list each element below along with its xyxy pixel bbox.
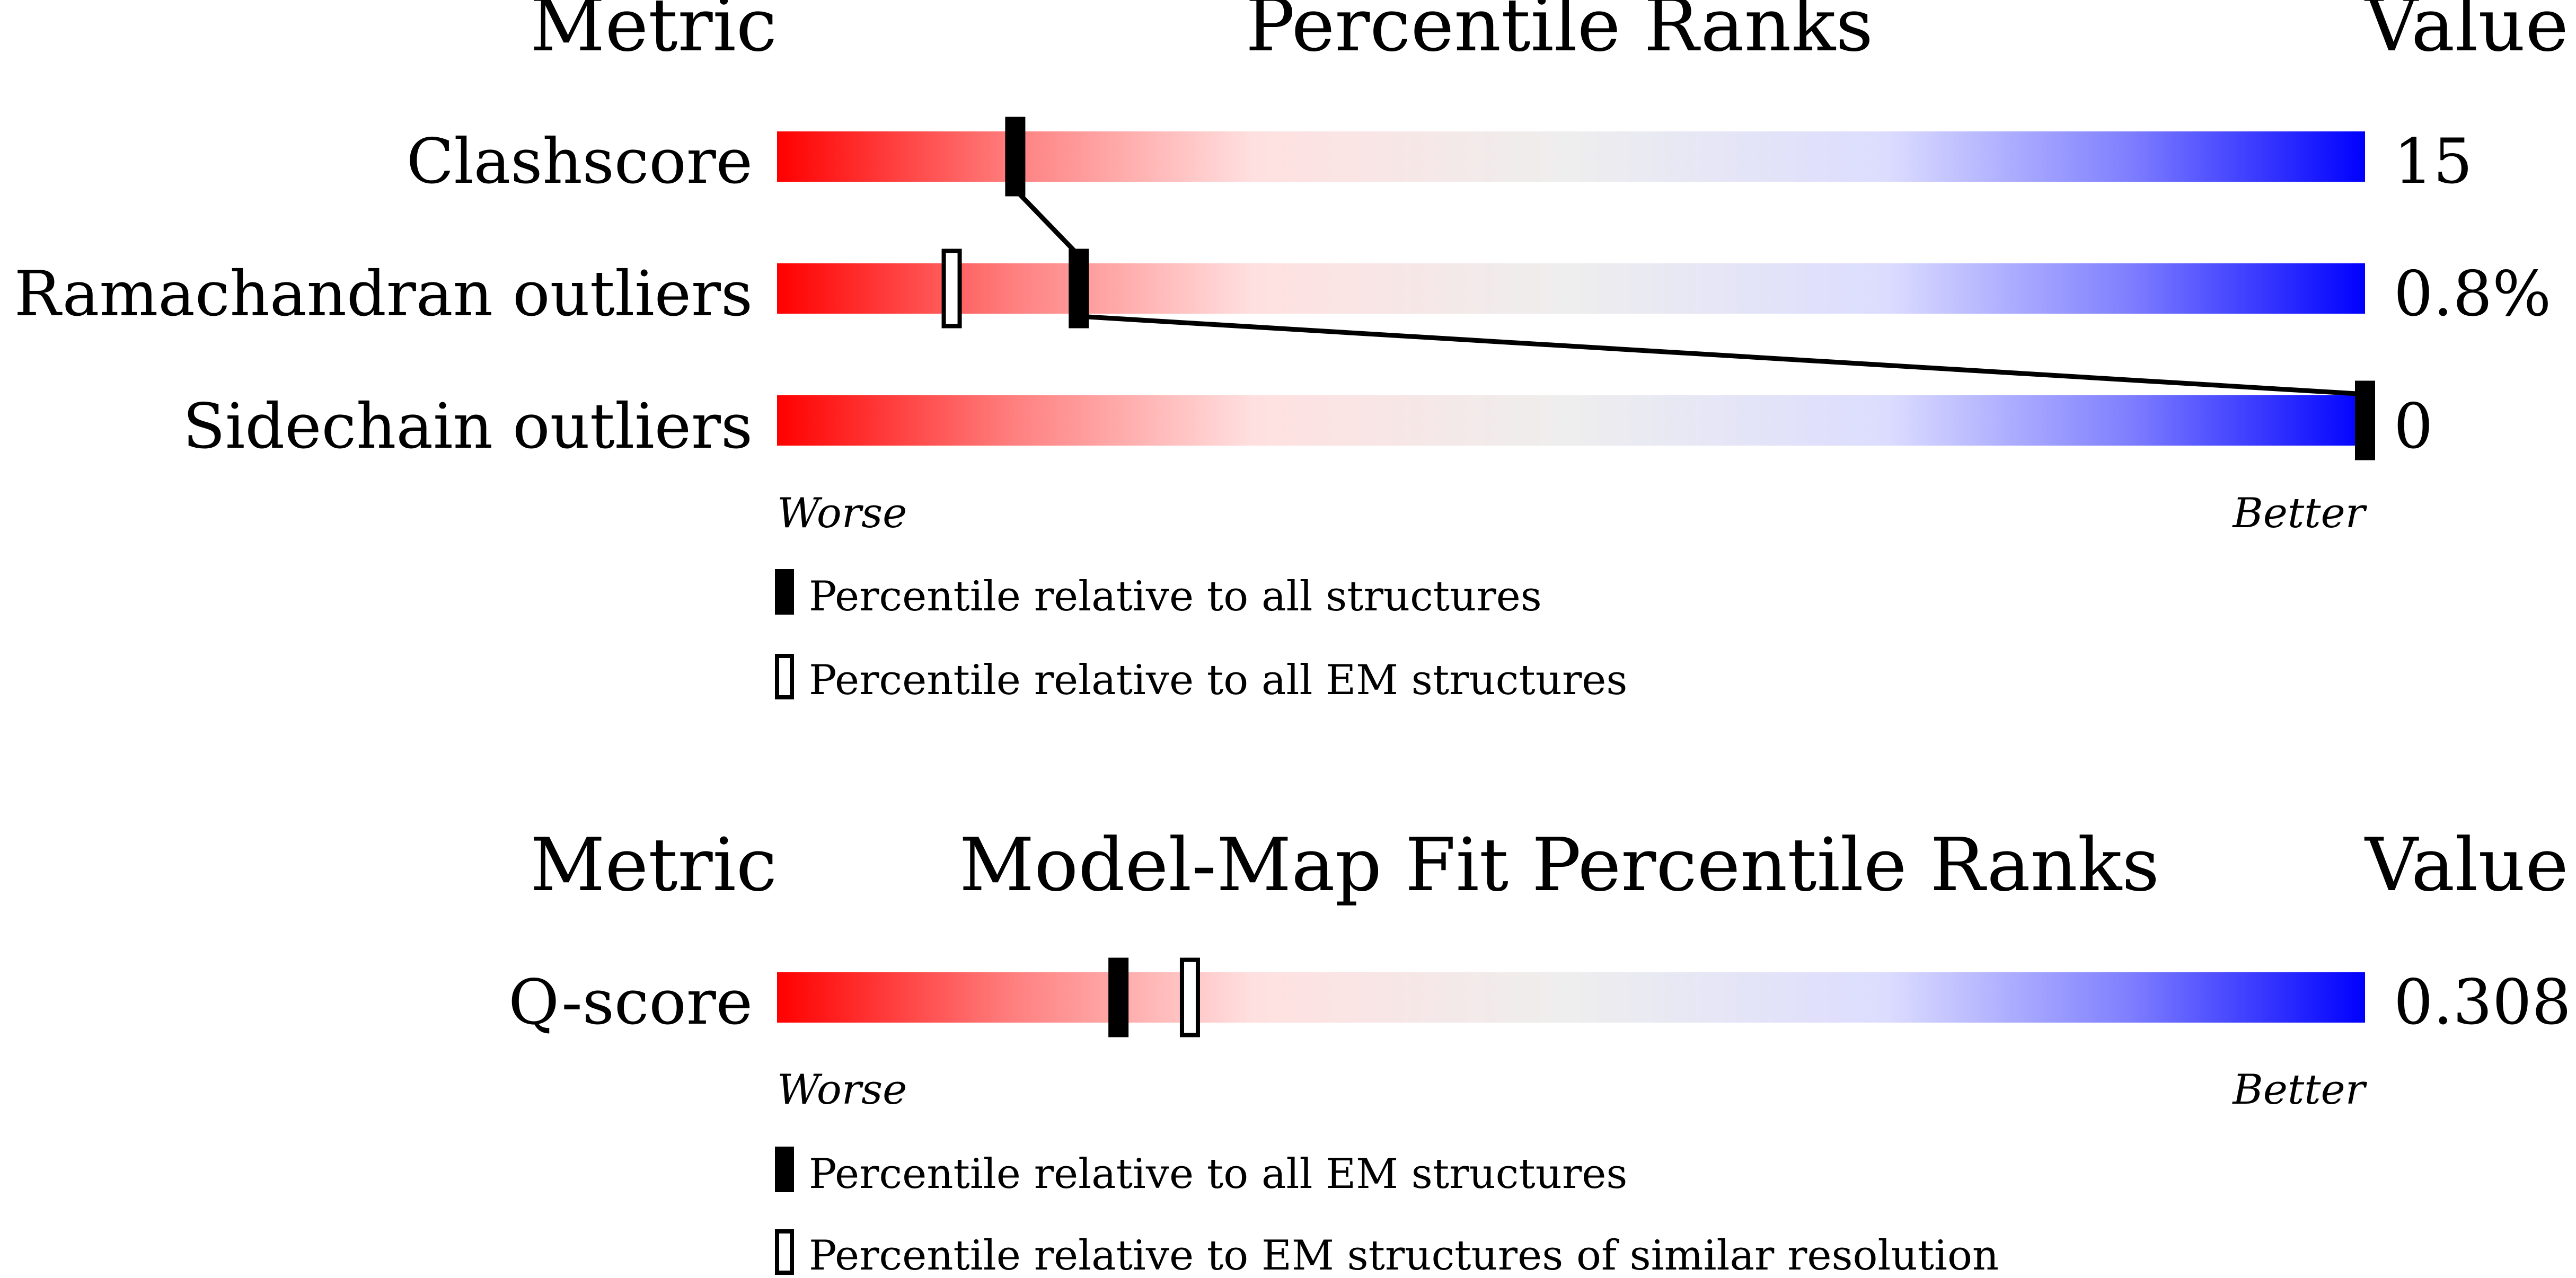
metric-label: Sidechain outliers — [183, 390, 753, 463]
header-title: Model-Map Fit Percentile Ranks — [959, 822, 2159, 908]
legend-text: Percentile relative to all structures — [809, 573, 1542, 620]
header-metric: Metric — [530, 0, 777, 68]
percentile-marker-all-qscore — [1108, 957, 1129, 1037]
metric-label: Clashscore — [407, 125, 753, 198]
percentile-marker-em-qscore — [1179, 957, 1200, 1037]
gradient-bar — [777, 263, 2365, 314]
better-label: Better — [2231, 1066, 2367, 1114]
metric-label: Q-score — [508, 966, 753, 1039]
gradient-bar — [777, 395, 2365, 446]
legend-text: Percentile relative to all EM structures — [809, 656, 1627, 704]
metric-value: 15 — [2394, 125, 2473, 198]
legend-text: Percentile relative to all EM structures — [809, 1150, 1627, 1198]
header-metric: Metric — [530, 822, 777, 908]
metric-value: 0 — [2394, 390, 2433, 463]
legend: Percentile relative to all EM structures… — [775, 1147, 1999, 1278]
legend-marker-filled — [775, 1147, 794, 1192]
gradient-bar — [777, 972, 2365, 1023]
percentile-marker-all-clashscore — [1005, 117, 1026, 197]
metric-value: 0.8% — [2394, 258, 2551, 330]
percentile-marker-em-ramachandran — [941, 248, 962, 329]
worse-label: Worse — [777, 490, 907, 537]
legend: Percentile relative to all structures Pe… — [775, 569, 1627, 704]
worse-label: Worse — [777, 1066, 907, 1114]
header-value: Value — [2364, 0, 2569, 68]
percentile-marker-all-sidechain — [2355, 380, 2375, 460]
metric-value: 0.308 — [2394, 966, 2571, 1039]
legend-text: Percentile relative to EM structures of … — [809, 1232, 1999, 1278]
legend-marker-filled — [775, 569, 794, 615]
row-sidechain-outliers: Sidechain outliers 0 — [183, 390, 2433, 463]
gradient-bar — [777, 131, 2365, 182]
metric-label: Ramachandran outliers — [14, 258, 753, 330]
header-value: Value — [2364, 822, 2569, 908]
row-clashscore: Clashscore 15 — [407, 125, 2473, 198]
legend-marker-hollow — [775, 1229, 794, 1275]
row-ramachandran-outliers: Ramachandran outliers 0.8% — [14, 258, 2551, 330]
legend-marker-hollow — [775, 654, 794, 699]
percentile-marker-all-ramachandran — [1069, 248, 1089, 329]
header-title: Percentile Ranks — [1246, 0, 1873, 68]
better-label: Better — [2231, 490, 2367, 537]
row-q-score: Q-score 0.308 — [508, 966, 2571, 1039]
